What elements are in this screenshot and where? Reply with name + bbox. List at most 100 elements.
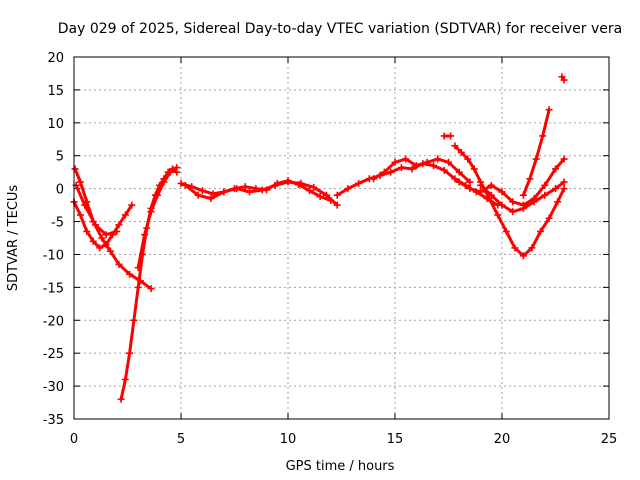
y-tick-label: 0 bbox=[56, 183, 64, 198]
series-track-c bbox=[72, 181, 121, 239]
data-point bbox=[560, 185, 568, 193]
data-point bbox=[519, 252, 527, 260]
data-point bbox=[177, 179, 185, 187]
data-point bbox=[494, 211, 502, 219]
data-point bbox=[220, 188, 228, 196]
x-tick-label: 25 bbox=[601, 432, 618, 447]
data-point bbox=[560, 76, 568, 84]
data-point bbox=[498, 188, 506, 196]
data-point bbox=[532, 155, 540, 163]
data-point bbox=[134, 283, 142, 291]
chart-title: Day 029 of 2025, Sidereal Day-to-day VTE… bbox=[58, 21, 622, 37]
data-point bbox=[273, 179, 281, 187]
data-point bbox=[487, 181, 495, 189]
data-point bbox=[173, 164, 181, 172]
data-point bbox=[333, 191, 341, 199]
plot-frame bbox=[73, 56, 610, 420]
data-point bbox=[115, 221, 123, 229]
data-point bbox=[440, 166, 448, 174]
data-point bbox=[91, 221, 99, 229]
data-point bbox=[76, 178, 84, 186]
data-point bbox=[539, 132, 547, 140]
data-point bbox=[408, 165, 416, 173]
data-point bbox=[102, 241, 110, 249]
y-tick-label: -15 bbox=[43, 281, 64, 296]
data-point bbox=[455, 168, 463, 176]
y-tick-label: -25 bbox=[43, 347, 64, 362]
data-point bbox=[466, 178, 474, 186]
data-point bbox=[447, 132, 455, 140]
data-point bbox=[263, 186, 271, 194]
data-point bbox=[402, 155, 410, 163]
data-point bbox=[106, 247, 114, 255]
data-point bbox=[423, 158, 431, 166]
y-tick-label: -30 bbox=[43, 380, 64, 395]
data-point bbox=[466, 185, 474, 193]
data-point bbox=[545, 106, 553, 114]
data-point bbox=[545, 214, 553, 222]
data-point bbox=[355, 179, 363, 187]
data-point bbox=[245, 188, 253, 196]
data-point bbox=[511, 244, 519, 252]
data-point bbox=[440, 132, 448, 140]
series-track-n bbox=[519, 106, 553, 199]
data-point bbox=[327, 196, 335, 204]
data-point bbox=[397, 164, 405, 172]
data-point bbox=[128, 201, 136, 209]
x-tick-label: 20 bbox=[494, 432, 511, 447]
data-point bbox=[231, 185, 238, 193]
series-trace bbox=[372, 157, 472, 184]
data-point bbox=[166, 168, 174, 176]
data-point bbox=[528, 244, 536, 252]
data-point bbox=[445, 158, 452, 166]
data-point bbox=[83, 227, 91, 235]
data-point bbox=[113, 227, 121, 235]
data-point bbox=[241, 183, 249, 191]
data-point bbox=[509, 198, 517, 206]
y-tick-label: 10 bbox=[47, 117, 64, 132]
data-point bbox=[526, 175, 534, 183]
data-point bbox=[412, 162, 420, 170]
x-axis-label: GPS time / hours bbox=[286, 459, 395, 474]
data-point bbox=[530, 198, 538, 206]
axis-ticks: -35 -30 -25 -20 -15 -10 -5 0 5 10 15 20 0 5 10 15 20 25 bbox=[43, 51, 618, 447]
data-point bbox=[115, 260, 123, 268]
data-point bbox=[370, 175, 378, 183]
data-point bbox=[434, 155, 442, 163]
data-point bbox=[498, 201, 506, 209]
x-tick-label: 10 bbox=[280, 432, 297, 447]
data-point bbox=[121, 376, 129, 384]
series-track-m bbox=[477, 178, 568, 216]
data-point bbox=[552, 165, 559, 173]
data-point bbox=[305, 187, 313, 195]
data-point bbox=[310, 183, 318, 191]
data-point bbox=[117, 395, 125, 403]
data-point bbox=[134, 264, 142, 272]
data-point bbox=[451, 142, 459, 150]
data-point bbox=[487, 191, 495, 199]
data-point bbox=[147, 208, 155, 216]
data-point bbox=[333, 201, 341, 209]
y-tick-label: -20 bbox=[43, 314, 64, 329]
series-track-k bbox=[451, 142, 568, 260]
data-point bbox=[455, 178, 463, 186]
data-point bbox=[71, 165, 79, 173]
data-point bbox=[141, 231, 149, 239]
data-point bbox=[188, 183, 196, 191]
data-point bbox=[502, 227, 510, 235]
data-point bbox=[316, 193, 324, 201]
data-point bbox=[537, 227, 545, 235]
data-point bbox=[554, 198, 562, 206]
series-track-l bbox=[455, 155, 568, 209]
data-point bbox=[519, 191, 527, 199]
y-axis-label: SDTVAR / TECUs bbox=[6, 185, 21, 292]
x-tick-label: 15 bbox=[387, 432, 404, 447]
y-tick-label: 20 bbox=[47, 51, 64, 66]
data-point bbox=[81, 201, 89, 209]
data-point bbox=[76, 211, 84, 219]
data-point bbox=[121, 211, 129, 219]
data-point bbox=[560, 178, 568, 186]
data-point bbox=[252, 185, 260, 193]
